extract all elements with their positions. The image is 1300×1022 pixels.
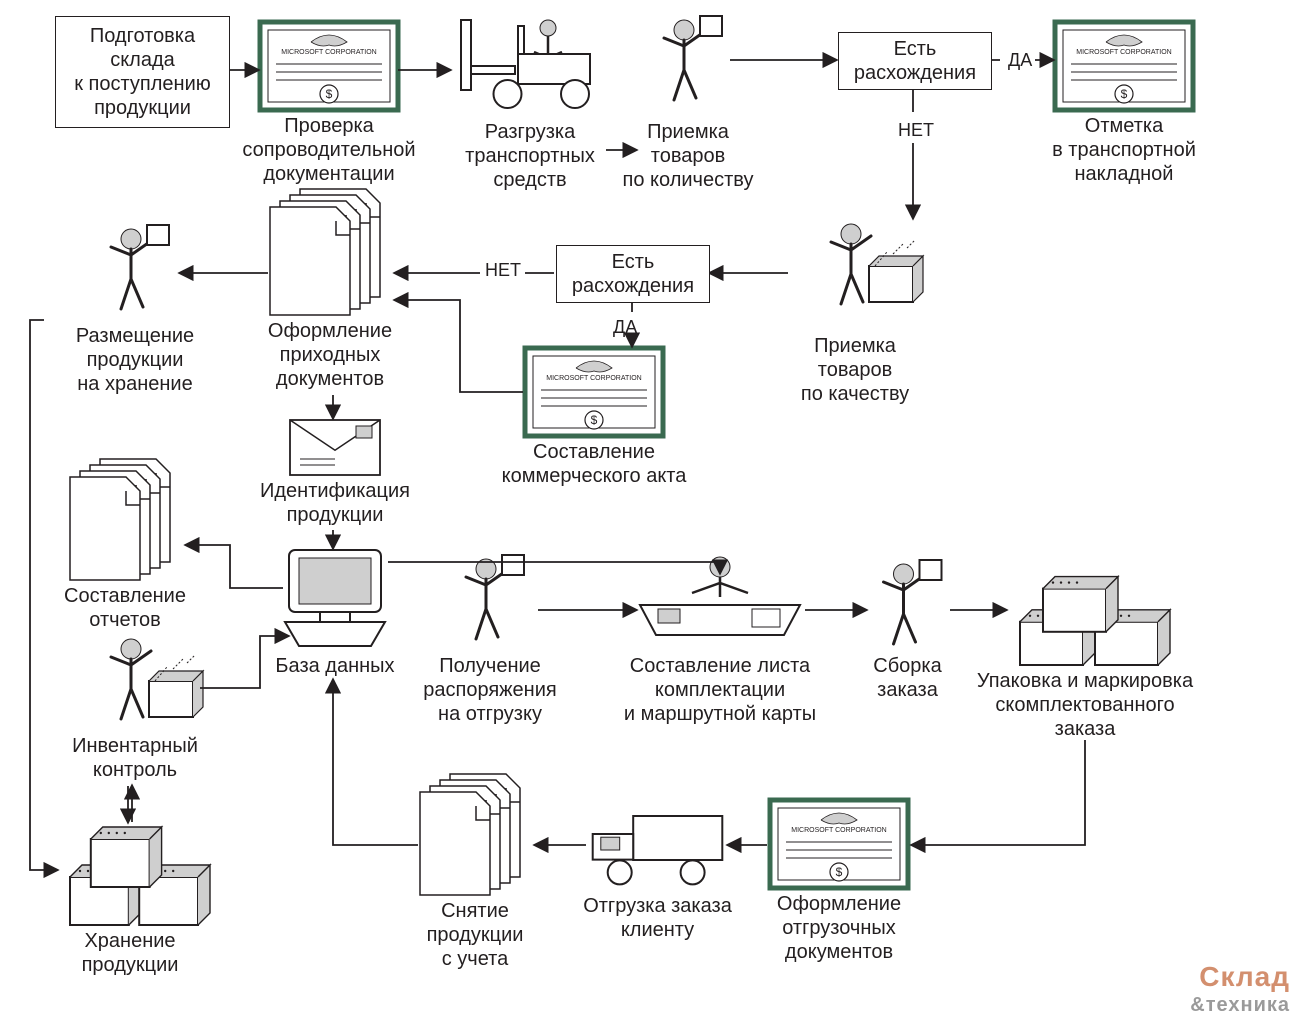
label-n13: База данных bbox=[270, 654, 400, 678]
label-n15: Инвентарный контроль bbox=[65, 734, 205, 782]
svg-text:$: $ bbox=[1121, 87, 1128, 101]
label-n12: Идентификация продукции bbox=[250, 479, 420, 527]
branch-b1: ДА bbox=[1008, 50, 1032, 71]
node-n1: Подготовка склада к поступлению продукци… bbox=[55, 16, 230, 128]
svg-text:$: $ bbox=[836, 865, 843, 879]
label-n10: Оформление приходных документов bbox=[250, 319, 410, 391]
label-n11: Размещение продукции на хранение bbox=[60, 324, 210, 396]
branch-b3: НЕТ bbox=[485, 260, 521, 281]
label-n2: Проверка сопроводительной документации bbox=[229, 114, 429, 186]
label-n18: Составление листа комплектации и маршрут… bbox=[615, 654, 825, 726]
svg-text:MICROSOFT CORPORATION: MICROSOFT CORPORATION bbox=[791, 827, 886, 834]
svg-text:MICROSOFT CORPORATION: MICROSOFT CORPORATION bbox=[1076, 49, 1171, 56]
label-n21: Оформление отгрузочных документов bbox=[759, 892, 919, 964]
svg-text:$: $ bbox=[326, 87, 333, 101]
label-n19: Сборка заказа bbox=[858, 654, 958, 702]
label-n22: Отгрузка заказа клиенту bbox=[573, 894, 743, 942]
node-n5: Есть расхождения bbox=[838, 32, 992, 90]
branch-b4: ДА bbox=[613, 317, 637, 338]
svg-text:$: $ bbox=[591, 413, 598, 427]
logo-bottom: &техника bbox=[1190, 994, 1290, 1016]
logo-top: Склад bbox=[1199, 961, 1290, 992]
svg-text:MICROSOFT CORPORATION: MICROSOFT CORPORATION bbox=[281, 49, 376, 56]
label-n9: Составление коммерческого акта bbox=[494, 440, 694, 488]
svg-text:MICROSOFT CORPORATION: MICROSOFT CORPORATION bbox=[546, 375, 641, 382]
label-n3: Разгрузка транспортных средств bbox=[455, 120, 605, 192]
label-n17: Получение распоряжения на отгрузку bbox=[415, 654, 565, 726]
label-n16: Хранение продукции bbox=[60, 929, 200, 977]
label-n7: Приемка товаров по качеству bbox=[780, 334, 930, 406]
label-n4: Приемка товаров по количеству bbox=[613, 120, 763, 192]
label-n6: Отметка в транспортной накладной bbox=[1039, 114, 1209, 186]
label-n14: Составление отчетов bbox=[55, 584, 195, 632]
label-n20: Упаковка и маркировка скомплектованного … bbox=[965, 669, 1205, 741]
label-n23: Снятие продукции с учета bbox=[410, 899, 540, 971]
node-n8: Есть расхождения bbox=[556, 245, 710, 303]
branch-b2: НЕТ bbox=[898, 120, 934, 141]
watermark-logo: Склад &техника bbox=[1190, 964, 1290, 1014]
